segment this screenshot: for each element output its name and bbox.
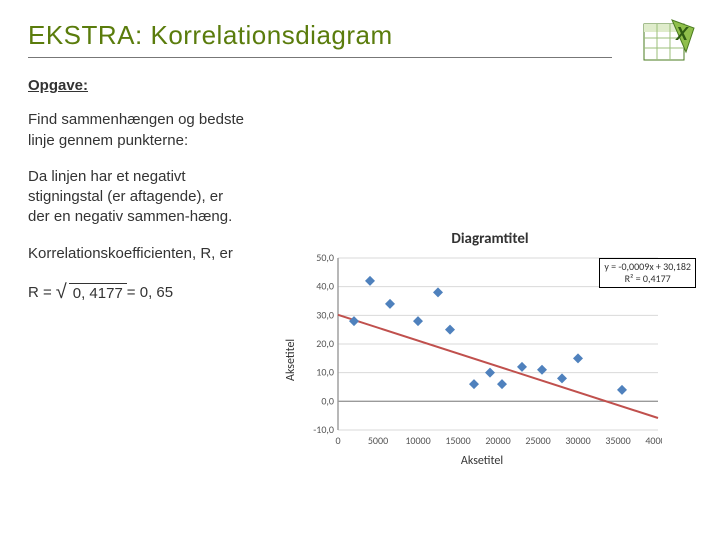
svg-text:-10,0: -10,0 bbox=[313, 423, 334, 436]
chart-ylabel: Aksetitel bbox=[280, 252, 302, 468]
svg-text:10,0: 10,0 bbox=[316, 366, 334, 379]
chart-title: Diagramtitel bbox=[280, 230, 700, 248]
svg-text:35000: 35000 bbox=[605, 434, 630, 447]
scatter-chart: Diagramtitel Aksetitel -10,0 0,0 10,0 20,0 3… bbox=[280, 230, 700, 500]
svg-text:20,0: 20,0 bbox=[316, 337, 334, 350]
svg-text:5000: 5000 bbox=[368, 434, 388, 447]
svg-text:40,0: 40,0 bbox=[316, 280, 334, 293]
formula-result: = 0, 65 bbox=[127, 283, 173, 303]
chart-equation-line2: R² = 0,4177 bbox=[604, 273, 691, 285]
formula-radicand: 0, 4177 bbox=[69, 283, 127, 304]
text-column: Opgave: Find sammenhængen og bedste linj… bbox=[28, 76, 258, 307]
svg-text:30000: 30000 bbox=[565, 434, 590, 447]
opgave-label: Opgave: bbox=[28, 76, 246, 96]
opgave-body: Find sammenhængen og bedste linje gennem… bbox=[28, 110, 246, 151]
svg-text:X: X bbox=[675, 24, 689, 44]
page-title: EKSTRA: Korrelationsdiagram bbox=[28, 20, 612, 58]
excel-icon: X bbox=[642, 18, 696, 66]
chart-equation-box: y = -0,0009x + 30,182 R² = 0,4177 bbox=[599, 258, 696, 288]
explanation-text: Da linjen har et negativt stigningstal (… bbox=[28, 167, 246, 228]
svg-text:50,0: 50,0 bbox=[316, 252, 334, 264]
chart-xlabel: Aksetitel bbox=[302, 454, 662, 468]
formula: R = √ 0, 4177 = 0, 65 bbox=[28, 280, 246, 307]
formula-prefix: R = bbox=[28, 283, 52, 303]
svg-text:20000: 20000 bbox=[485, 434, 510, 447]
svg-text:40000: 40000 bbox=[645, 434, 662, 447]
svg-text:25000: 25000 bbox=[525, 434, 550, 447]
svg-text:15000: 15000 bbox=[445, 434, 470, 447]
korr-text: Korrelationskoefficienten, R, er bbox=[28, 244, 246, 264]
svg-text:0: 0 bbox=[335, 434, 340, 447]
sqrt-icon: √ bbox=[56, 279, 67, 306]
svg-text:30,0: 30,0 bbox=[316, 308, 334, 321]
svg-text:10000: 10000 bbox=[405, 434, 430, 447]
svg-text:0,0: 0,0 bbox=[321, 394, 334, 407]
